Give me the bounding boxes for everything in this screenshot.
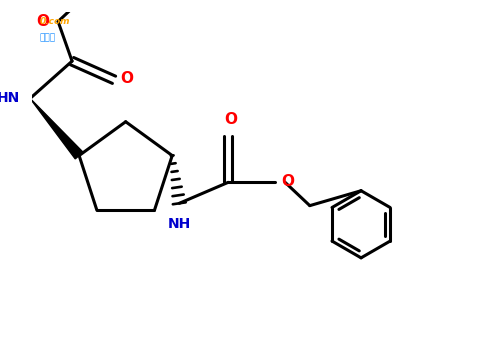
Text: O: O (281, 174, 295, 189)
Text: 0.com: 0.com (39, 17, 70, 26)
Text: NH: NH (168, 217, 191, 231)
Text: 业联盟: 业联盟 (39, 33, 56, 42)
Text: HN: HN (0, 91, 20, 105)
Polygon shape (30, 98, 83, 159)
Text: O: O (224, 112, 237, 127)
Text: O: O (121, 71, 134, 86)
Text: O: O (37, 14, 50, 29)
